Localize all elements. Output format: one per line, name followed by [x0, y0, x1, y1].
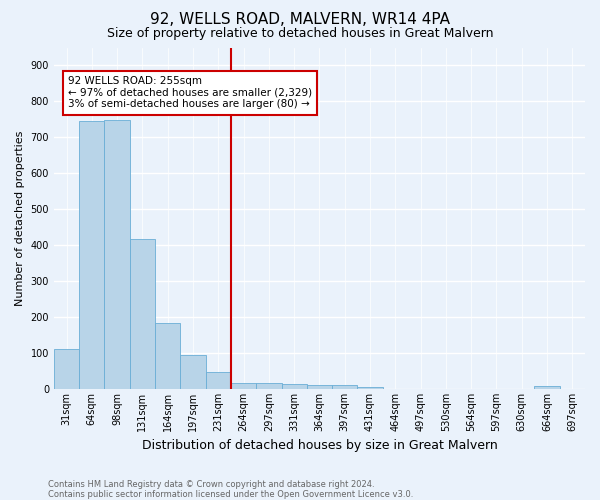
- Text: 92, WELLS ROAD, MALVERN, WR14 4PA: 92, WELLS ROAD, MALVERN, WR14 4PA: [150, 12, 450, 28]
- Bar: [181, 355, 206, 389]
- Bar: [155, 322, 181, 389]
- Y-axis label: Number of detached properties: Number of detached properties: [15, 130, 25, 306]
- Text: Contains public sector information licensed under the Open Government Licence v3: Contains public sector information licen…: [48, 490, 413, 499]
- Bar: [79, 121, 104, 389]
- Bar: [54, 350, 79, 389]
- Bar: [332, 386, 358, 389]
- Bar: [358, 387, 383, 389]
- Text: 92 WELLS ROAD: 255sqm
← 97% of detached houses are smaller (2,329)
3% of semi-de: 92 WELLS ROAD: 255sqm ← 97% of detached …: [68, 76, 312, 110]
- Text: Size of property relative to detached houses in Great Malvern: Size of property relative to detached ho…: [107, 28, 493, 40]
- Bar: [206, 372, 231, 389]
- Bar: [104, 120, 130, 389]
- Bar: [307, 386, 332, 389]
- Bar: [256, 382, 281, 389]
- Bar: [130, 238, 155, 389]
- Text: Contains HM Land Registry data © Crown copyright and database right 2024.: Contains HM Land Registry data © Crown c…: [48, 480, 374, 489]
- Bar: [535, 386, 560, 389]
- X-axis label: Distribution of detached houses by size in Great Malvern: Distribution of detached houses by size …: [142, 440, 497, 452]
- Bar: [231, 382, 256, 389]
- Bar: [281, 384, 307, 389]
